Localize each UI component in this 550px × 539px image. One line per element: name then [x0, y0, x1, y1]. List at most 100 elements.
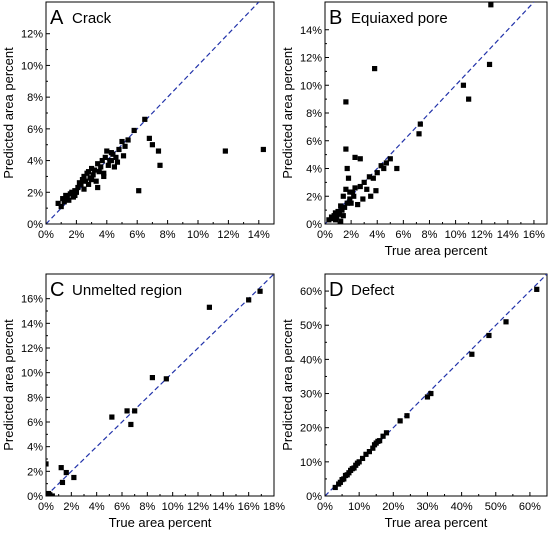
y-tick-label: 60%: [300, 286, 322, 298]
data-point: [109, 414, 115, 420]
x-tick-label: 30%: [416, 501, 438, 513]
data-point: [416, 131, 422, 137]
data-point: [142, 116, 148, 122]
y-tick-label: 10%: [300, 457, 322, 469]
x-tick-label: 10%: [348, 501, 370, 513]
data-points: [55, 116, 266, 210]
data-point: [99, 157, 105, 164]
data-point: [72, 192, 78, 199]
data-point: [338, 203, 344, 209]
data-point: [58, 203, 64, 210]
data-point: [128, 421, 134, 428]
y-tick-label: 0%: [306, 491, 322, 503]
data-point: [81, 173, 87, 180]
data-point: [110, 151, 116, 157]
data-point: [488, 2, 494, 8]
data-point: [124, 408, 130, 414]
data-point: [58, 465, 64, 471]
data-point: [66, 197, 72, 203]
data-point: [486, 61, 493, 68]
plot-frame: [45, 1, 275, 225]
x-tick-label: 0%: [317, 229, 333, 241]
x-tick-label: 18%: [263, 501, 285, 513]
x-tick-label: 14%: [248, 229, 270, 241]
panel-b: 0% 2% 4% 6% 8% 10% 12% 14% 16% 0% 2% 4% 6% 8% 10% 12% 14…: [280, 1, 548, 258]
data-point: [93, 178, 99, 184]
data-point: [331, 213, 337, 219]
data-point: [341, 476, 347, 482]
data-point: [424, 394, 431, 400]
data-point: [155, 148, 162, 154]
data-point: [96, 169, 102, 175]
y-axis-label: Predicted area percent: [280, 319, 295, 451]
data-point: [122, 143, 128, 149]
y-tick-label: 6%: [306, 136, 322, 148]
x-tick-label: 6%: [129, 229, 145, 241]
data-point: [348, 200, 354, 206]
y-tick-label: 10%: [21, 368, 43, 380]
y-tick-label: 10%: [21, 60, 43, 72]
data-point: [114, 159, 121, 165]
data-point: [503, 319, 509, 325]
y-tick-label: 12%: [300, 53, 322, 65]
data-point: [132, 408, 138, 414]
x-axis-label: True area percent: [109, 515, 212, 530]
data-point: [101, 173, 107, 180]
data-point: [78, 181, 84, 187]
y-tick-label: 14%: [21, 318, 43, 330]
plot-frame: [324, 1, 548, 225]
panel-c: 0% 2% 4% 6% 8% 10% 12% 14% 16% 18%0%2%4%6%8%10%12…: [1, 273, 285, 530]
y-axis-label: Predicted area percent: [280, 47, 295, 179]
x-axis-label: True area percent: [385, 243, 488, 258]
data-point: [332, 217, 339, 223]
data-point: [370, 175, 376, 181]
x-tick-label: 12%: [471, 229, 493, 241]
x-tick-label: 6%: [114, 501, 130, 513]
data-point: [343, 99, 349, 105]
data-point: [163, 376, 169, 382]
y-tick-label: 12%: [21, 29, 43, 41]
y-axis-label: Predicted area percent: [1, 47, 16, 179]
x-tick-label: 8%: [139, 501, 155, 513]
data-point: [89, 177, 95, 183]
data-point: [79, 177, 86, 183]
x-tick-label: 2%: [68, 229, 84, 241]
x-tick-label: 40%: [451, 501, 473, 513]
x-tick-label: 14%: [212, 501, 234, 513]
x-tick-label: 10%: [162, 501, 184, 513]
data-point: [330, 215, 336, 222]
data-point: [469, 351, 475, 357]
x-tick-label: 0%: [38, 229, 54, 241]
data-point: [337, 479, 343, 485]
y-tick-label: 8%: [306, 108, 322, 120]
data-point: [357, 156, 363, 162]
data-point: [146, 135, 152, 141]
panel-title: Unmelted region: [72, 282, 182, 299]
data-point: [101, 170, 107, 176]
y-tick-label: 50%: [300, 320, 322, 332]
data-point: [378, 163, 384, 169]
data-point: [95, 161, 101, 167]
y-tick-label: 2%: [306, 191, 322, 203]
x-tick-label: 8%: [160, 229, 176, 241]
data-point: [332, 210, 339, 216]
x-tick-label: 4%: [89, 501, 105, 513]
x-tick-label: 0%: [317, 501, 333, 513]
x-axis-label: True area percent: [385, 515, 488, 530]
data-point: [380, 433, 386, 439]
data-point: [332, 484, 338, 491]
data-point: [81, 186, 87, 192]
reference-line: [46, 274, 274, 496]
data-point: [381, 165, 387, 172]
y-tick-label: 2%: [27, 187, 43, 199]
x-tick-label: 8%: [422, 229, 438, 241]
x-tick-label: 6%: [395, 229, 411, 241]
data-points: [332, 286, 540, 491]
y-tick-label: 6%: [27, 124, 43, 136]
data-point: [349, 189, 356, 195]
panel-a: 0% 2% 4% 6% 8% 10% 12% 14% 0% 2% 4% 6% 8% 10% 12% Predi…: [1, 1, 275, 241]
data-point: [387, 156, 393, 162]
data-point: [120, 153, 127, 159]
data-point: [61, 199, 67, 205]
data-point: [394, 165, 400, 172]
